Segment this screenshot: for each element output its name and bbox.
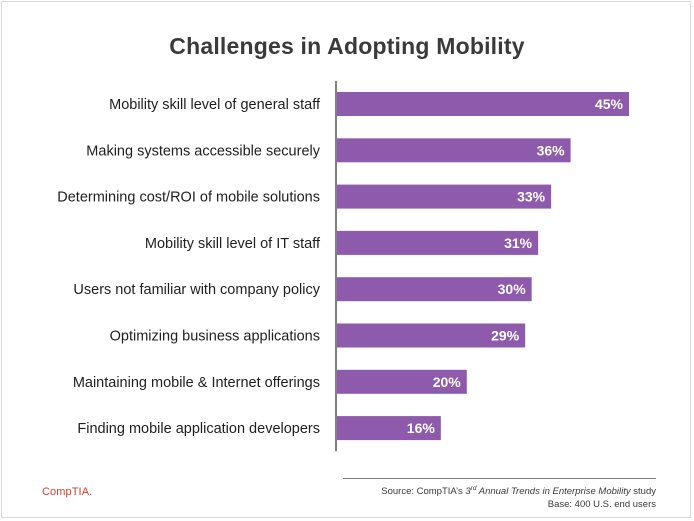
value-label: 45% — [595, 96, 624, 112]
category-label: Mobility skill level of general staff — [109, 97, 321, 113]
bar — [337, 416, 441, 441]
value-label: 16% — [407, 420, 436, 436]
category-label: Making systems accessible securely — [86, 143, 320, 159]
value-label: 30% — [498, 281, 527, 297]
bar — [337, 323, 526, 348]
source-note: Source: CompTIA’s 3rd Annual Trends in E… — [381, 482, 656, 511]
bar — [337, 277, 532, 302]
value-label: 36% — [537, 142, 566, 158]
bar — [337, 230, 539, 255]
source-ordinal: 3 — [465, 486, 471, 498]
value-label: 29% — [491, 328, 520, 344]
bar — [337, 92, 629, 116]
category-label: Mobility skill level of IT staff — [145, 236, 321, 252]
source-ordinal-suffix: rd — [470, 485, 477, 492]
value-label: 33% — [517, 189, 546, 205]
chart-title: Challenges in Adopting Mobility — [169, 33, 525, 59]
base-note: Base: 400 U.S. end users — [547, 499, 656, 511]
bar — [337, 138, 571, 163]
category-label: Determining cost/ROI of mobile solutions — [57, 190, 320, 206]
category-label: Users not familiar with company policy — [73, 282, 320, 298]
category-label: Finding mobile application developers — [77, 421, 320, 437]
category-label: Optimizing business applications — [110, 329, 320, 345]
footer-divider — [343, 478, 656, 479]
source-prefix: Source: CompTIA’s — [381, 486, 466, 498]
source-title: Annual Trends in Enterprise Mobility — [476, 486, 631, 498]
source-suffix: study — [630, 486, 656, 498]
value-label: 20% — [433, 374, 462, 390]
comptia-logo: CompTIA. — [42, 486, 93, 498]
bar — [337, 184, 552, 209]
source-line: Source: CompTIA’s 3rd Annual Trends in E… — [381, 482, 656, 498]
bar — [337, 369, 467, 394]
value-label: 31% — [504, 235, 533, 251]
category-label: Maintaining mobile & Internet offerings — [73, 375, 320, 391]
